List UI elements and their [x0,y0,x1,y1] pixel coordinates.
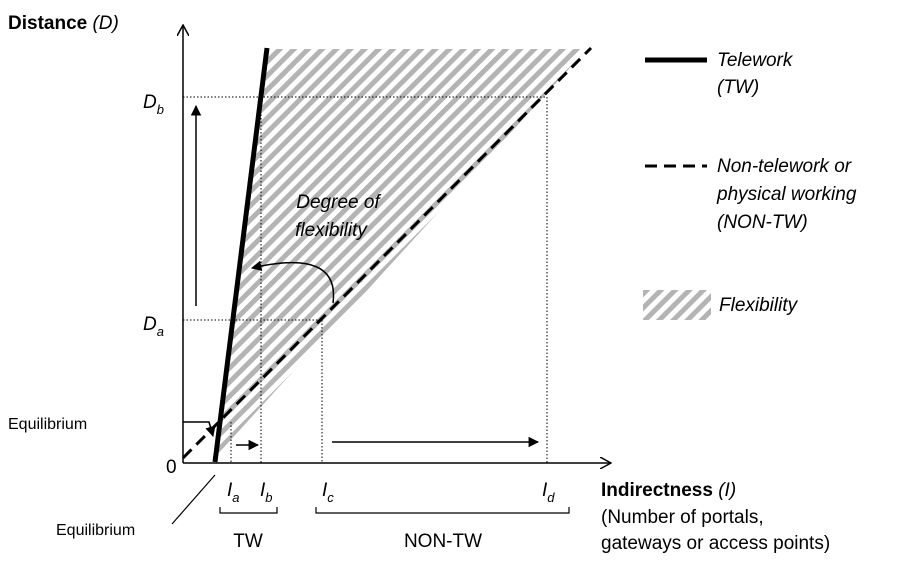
flexibility-region [217,49,587,455]
flexibility-annotation-2: flexibility [295,220,368,241]
legend: Telework (TW) Non-telework or physical w… [643,50,857,320]
non-telework-line [181,46,593,460]
x-tick-equilibrium: Equilibrium [56,522,135,539]
legend-flexibility-label: Flexibility [719,295,799,316]
guide-lines [183,96,548,463]
telework-line [212,47,270,463]
flexibility-arc [250,260,335,304]
x-axis-subtitle-1: (Number of portals, [601,507,764,528]
legend-non-telework-label-2: physical working [716,184,857,205]
non-tw-bracket-label: NON-TW [404,531,482,552]
y-axis-title: Distance (D) [8,13,119,34]
legend-non-telework-label-3: (NON-TW) [717,212,808,233]
non-tw-bracket [315,507,570,514]
equilibrium-pointer [171,474,216,525]
y-tick-equilibrium: Equilibrium [8,416,87,433]
x-tick-ia: Ia [227,480,240,505]
flexibility-annotation-1: Degree of [296,192,381,213]
origin-label: 0 [166,457,177,478]
tw-bracket [219,507,278,514]
y-tick-db: Db [143,92,164,117]
legend-non-telework-label-1: Non-telework or [717,156,852,177]
legend-flexibility-swatch [643,290,711,320]
x-tick-id: Id [542,480,555,505]
legend-telework-label-1: Telework [717,50,794,71]
tw-bracket-label: TW [233,531,263,552]
x-axis-subtitle-2: gateways or access points) [601,533,830,554]
x-tick-ib: Ib [260,480,273,505]
x-tick-ic: Ic [322,480,334,505]
y-tick-da: Da [143,314,164,339]
equilibrium-arrow [183,421,216,438]
x-axis-title: Indirectness (I) [601,480,736,501]
legend-telework-label-2: (TW) [717,77,759,98]
